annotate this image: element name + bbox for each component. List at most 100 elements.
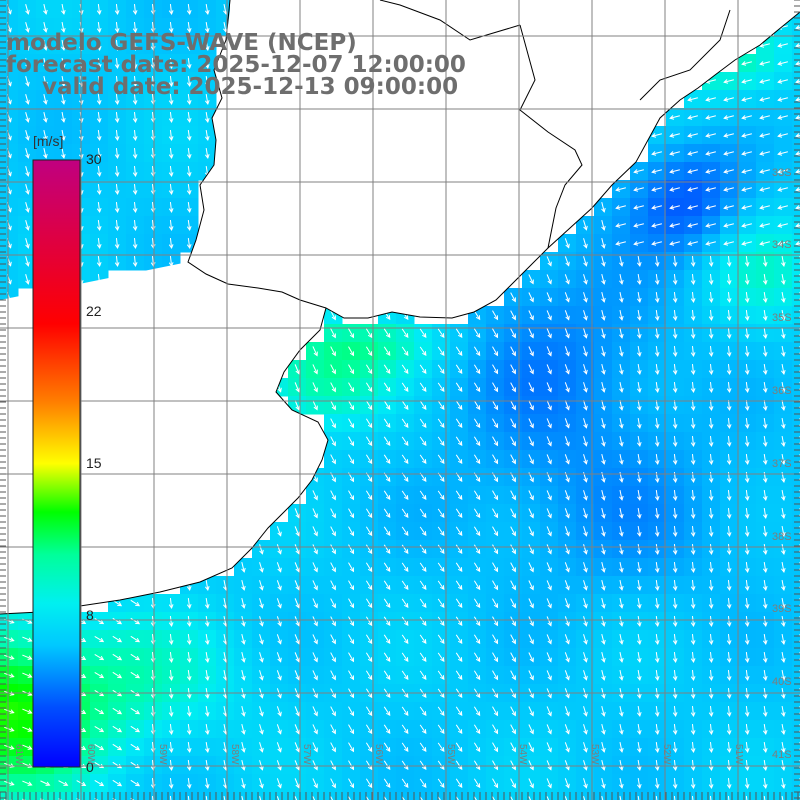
wind-arrowhead	[81, 619, 87, 624]
wind-arrow	[25, 58, 29, 68]
wind-arrow	[348, 544, 354, 554]
wind-arrow	[419, 508, 427, 518]
wind-arrowhead	[762, 370, 768, 375]
wind-arrowhead	[493, 423, 499, 429]
wind-arrow	[673, 309, 677, 321]
wind-arrow	[691, 651, 695, 663]
wind-arrowhead	[25, 243, 30, 249]
wind-arrow	[348, 598, 354, 608]
wind-arrow	[724, 223, 734, 227]
wind-arrowhead	[601, 495, 606, 501]
wind-arrowhead	[349, 729, 355, 735]
wind-arrow	[673, 453, 677, 465]
wind-arrowhead	[27, 619, 33, 624]
wind-arrowhead	[777, 97, 783, 102]
wind-arrowhead	[25, 9, 30, 15]
wind-cell	[792, 414, 800, 433]
wind-arrow	[652, 223, 662, 227]
wind-arrowhead	[762, 316, 768, 321]
wind-arrow	[115, 21, 119, 33]
wind-arrow	[745, 705, 749, 717]
wind-arrowhead	[7, 117, 12, 123]
wind-arrow	[546, 706, 552, 716]
wind-arrowhead	[529, 783, 534, 789]
wind-arrow	[223, 742, 227, 752]
wind-arrow	[492, 670, 498, 680]
wind-arrow	[187, 669, 191, 681]
wind-arrowhead	[529, 441, 534, 447]
wind-arrow	[691, 435, 695, 447]
wind-arrow	[619, 526, 623, 536]
wind-cell	[486, 792, 505, 800]
wind-arrowhead	[135, 655, 141, 661]
wind-arrowhead	[259, 621, 264, 627]
wind-arrow	[492, 508, 498, 518]
wind-arrowhead	[726, 658, 732, 664]
wind-arrowhead	[385, 549, 391, 555]
wind-arrow	[25, 166, 29, 176]
wind-arrow	[727, 507, 731, 519]
wind-arrowhead	[493, 567, 499, 573]
wind-arrowhead	[547, 261, 552, 267]
wind-arrowhead	[493, 693, 499, 699]
wind-arrow	[205, 759, 209, 771]
wind-arrow	[437, 778, 445, 788]
wind-arrow	[745, 561, 749, 573]
wind-arrowhead	[475, 513, 481, 519]
wind-arrow	[546, 778, 552, 788]
wind-arrowhead	[741, 151, 747, 156]
wind-arrowhead	[7, 207, 12, 213]
wind-arrow	[169, 39, 173, 51]
wind-arrowhead	[168, 622, 174, 628]
wind-cell	[792, 450, 800, 469]
wind-arrowhead	[708, 478, 714, 484]
wind-arrow	[763, 777, 767, 789]
wind-arrowhead	[96, 136, 102, 141]
wind-arrowhead	[690, 442, 696, 448]
wind-arrowhead	[601, 603, 606, 609]
wind-arrowhead	[493, 315, 499, 321]
wind-arrow	[419, 454, 427, 464]
wind-arrow	[546, 454, 552, 464]
wind-arrowhead	[636, 513, 642, 519]
wind-arrow	[745, 507, 749, 519]
wind-arrow	[473, 616, 481, 626]
wind-arrowhead	[493, 585, 499, 591]
wind-arrowhead	[529, 549, 534, 555]
wind-arrow	[634, 187, 644, 191]
wind-arrow	[601, 292, 605, 302]
wind-arrowhead	[331, 765, 336, 771]
wind-arrowhead	[493, 783, 499, 789]
wind-arrowhead	[9, 727, 15, 732]
wind-arrow	[673, 615, 677, 627]
wind-arrowhead	[726, 622, 732, 628]
wind-arrow	[691, 327, 695, 339]
wind-arrowhead	[313, 729, 318, 735]
wind-arrow	[637, 507, 641, 519]
wind-arrowhead	[295, 639, 300, 645]
wind-arrowhead	[132, 10, 138, 16]
wind-arrowhead	[636, 585, 642, 591]
wind-arrow	[710, 669, 712, 681]
wind-arrow	[22, 726, 32, 732]
wind-arrow	[43, 130, 47, 140]
wind-arrow	[151, 723, 155, 735]
wind-arrow	[546, 652, 552, 662]
wind-arrow	[115, 3, 119, 15]
wind-arrow	[655, 633, 659, 645]
wind-arrow	[670, 169, 680, 173]
wind-arrow	[546, 292, 552, 302]
wind-arrowhead	[27, 655, 33, 660]
wind-arrow	[710, 777, 712, 789]
wind-arrow	[94, 725, 104, 733]
wind-arrowhead	[547, 441, 552, 447]
wind-arrowhead	[259, 639, 264, 645]
wind-arrowhead	[404, 441, 409, 447]
wind-arrow	[169, 795, 172, 800]
wind-arrowhead	[705, 151, 711, 156]
wind-arrow	[655, 651, 659, 663]
wind-arrow	[601, 508, 605, 518]
wind-arrow	[492, 364, 498, 374]
wind-arrowhead	[690, 694, 696, 700]
wind-arrow	[365, 400, 373, 410]
